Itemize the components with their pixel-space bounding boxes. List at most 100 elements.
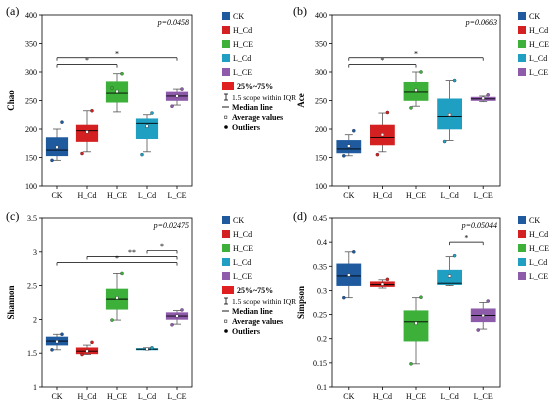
x-tick-label: H_CE <box>406 392 426 401</box>
box-L_Cd <box>135 346 159 351</box>
x-tick-label: L_Cd <box>440 392 458 401</box>
y-tick-label: 0.2 <box>317 335 327 344</box>
y-tick-label: 0.25 <box>313 311 327 320</box>
outlier-point <box>80 352 84 357</box>
y-tick-label: 100 <box>25 182 37 191</box>
box-H_CE <box>105 271 129 322</box>
outlier-point <box>150 111 154 115</box>
x-tick-label: CK <box>343 392 354 401</box>
box-CK <box>336 128 362 158</box>
legend-label: L_CE <box>529 272 548 281</box>
mean-marker <box>347 144 351 148</box>
y-tick-label: 1.5 <box>27 349 37 358</box>
outlier-point <box>409 106 413 110</box>
legend-label: L_CE <box>233 68 252 77</box>
x-tick-label: L_Cd <box>138 392 156 401</box>
mean-marker <box>380 133 384 137</box>
legend-label: L_Cd <box>233 54 251 63</box>
legend-swatch <box>222 258 230 266</box>
legend-swatch <box>518 40 526 48</box>
key-mean-glyph <box>224 319 228 323</box>
y-tick-label: 350 <box>315 40 327 49</box>
legend-swatch <box>518 26 526 34</box>
key-outlier-glyph <box>224 125 228 129</box>
legend-label: L_Cd <box>529 258 547 267</box>
key-mean-glyph <box>224 115 228 119</box>
outlier-point <box>80 151 84 156</box>
legend-label: L_Cd <box>529 54 547 63</box>
legend-swatch <box>518 54 526 62</box>
legend-label: CK <box>233 216 244 225</box>
mean-marker <box>481 314 485 318</box>
y-tick-label: 200 <box>315 125 327 134</box>
panel-label: (c) <box>6 209 19 223</box>
significance-bracket: * <box>146 242 178 254</box>
mean-marker <box>414 321 418 325</box>
y-tick-label: 0.4 <box>317 238 327 247</box>
x-tick-label: L_Cd <box>138 191 156 200</box>
legend-swatch <box>222 244 230 252</box>
legend-label: H_Cd <box>233 230 252 239</box>
box-H_CE <box>105 71 129 113</box>
x-tick-label: CK <box>343 191 354 200</box>
outlier-point <box>50 158 54 163</box>
legend-swatch <box>222 230 230 238</box>
y-tick-label: 150 <box>315 154 327 163</box>
significance-bracket: * <box>56 254 178 266</box>
mean-marker <box>175 94 179 98</box>
y-tick-label: 100 <box>315 182 327 191</box>
outlier-point <box>180 308 184 312</box>
box-CK <box>45 332 69 352</box>
outlier-point <box>342 154 346 158</box>
legend-label: H_Cd <box>233 26 252 35</box>
legend-label: H_Cd <box>529 230 548 239</box>
outlier-point <box>352 128 356 133</box>
legend: CK H_Cd H_CE L_Cd L_CE 25%~75% 1.5 scope withi… <box>222 216 296 336</box>
key-iqr-label: 1.5 scope within IQR <box>232 93 296 102</box>
mean-marker <box>448 113 452 117</box>
box-H_CE <box>403 70 429 110</box>
legend-label: CK <box>529 216 540 225</box>
box-CK <box>336 250 362 300</box>
panel-1: (a) 100 150 200 250 300 350 400 Chao CK H_Cd H_CE L_… <box>6 4 296 200</box>
x-tick-label: H_CE <box>107 392 127 401</box>
y-tick-label: 2 <box>33 315 37 324</box>
outlier-point <box>140 152 144 157</box>
outlier-point <box>180 87 184 91</box>
legend: CK H_Cd H_CE L_Cd L_CE 25%~75% 1.5 scope withi… <box>222 12 296 132</box>
y-tick-label: 250 <box>25 97 37 106</box>
y-axis-title: Simpson <box>296 286 306 319</box>
outlier-point <box>419 295 423 299</box>
outlier-point <box>170 104 174 108</box>
outlier-point <box>352 250 356 254</box>
iqr-box <box>403 310 429 342</box>
legend-swatch <box>222 68 230 76</box>
legend: CK H_Cd H_CE L_Cd L_CE <box>518 216 549 281</box>
legend-swatch <box>518 244 526 252</box>
y-tick-label: 300 <box>25 68 37 77</box>
panel-2: (b) 100 150 200 250 300 350 400 Ace CK H_Cd H_CE L_C… <box>293 4 549 200</box>
mean-marker <box>380 282 384 286</box>
x-tick-label: L_CE <box>474 191 493 200</box>
key-median-label: Median line <box>232 103 273 112</box>
significance-bracket: * <box>56 56 118 68</box>
x-tick-label: L_Cd <box>440 191 458 200</box>
panel-3: (c) 1 1.5 2 2.5 3 3.5 Shannon CK H_Cd H_CE L_Cd L_CE… <box>6 209 296 401</box>
key-iqr-label: 1.5 scope within IQR <box>232 297 296 306</box>
outlier-point <box>385 110 390 115</box>
legend-swatch <box>518 272 526 280</box>
outlier-point <box>419 70 423 74</box>
x-tick-label: L_CE <box>474 392 493 401</box>
mean-marker <box>145 124 149 128</box>
outlier-point <box>385 277 390 282</box>
box-L_CE <box>470 93 496 103</box>
significance-bracket: * <box>348 56 417 68</box>
outlier-point <box>110 318 114 322</box>
x-tick-label: H_CE <box>107 191 127 200</box>
mean-marker <box>55 340 59 344</box>
significance-label: * <box>115 49 119 58</box>
legend: CK H_Cd H_CE L_Cd L_CE <box>518 12 549 77</box>
outlier-point <box>170 323 174 327</box>
legend-label: H_CE <box>233 40 253 49</box>
